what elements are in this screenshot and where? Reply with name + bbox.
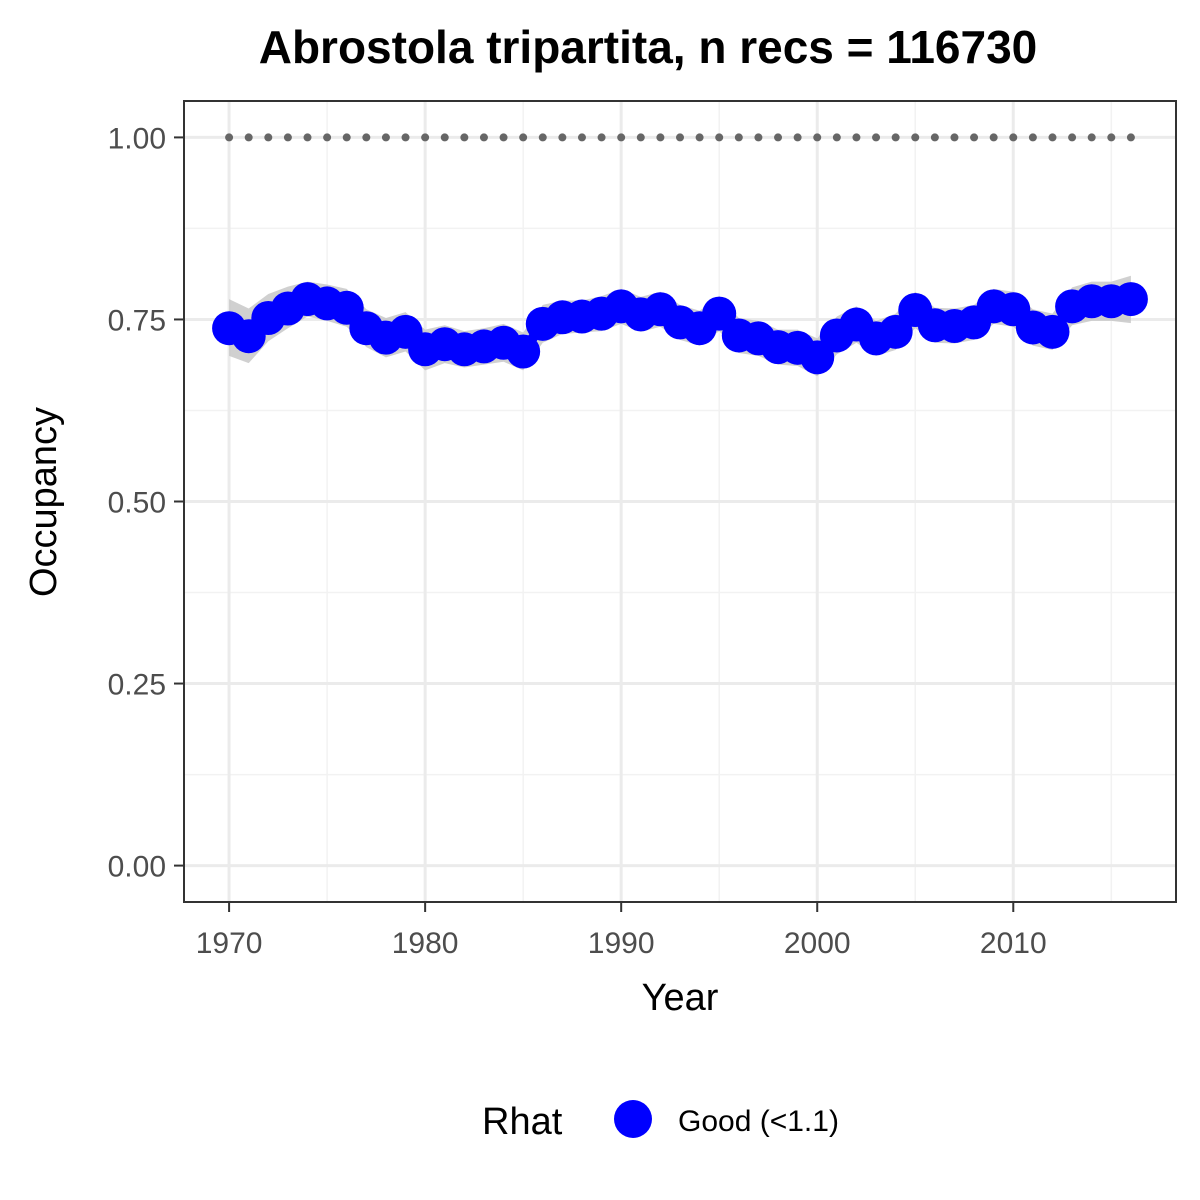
reference-dot bbox=[1009, 133, 1018, 142]
legend-label: Good (<1.1) bbox=[678, 1105, 839, 1138]
reference-dot bbox=[479, 133, 488, 142]
y-tick-label: 0.00 bbox=[108, 851, 166, 884]
y-tick-label: 1.00 bbox=[108, 122, 166, 155]
reference-dot bbox=[577, 133, 586, 142]
reference-dot bbox=[695, 133, 704, 142]
y-axis-title: Occupancy bbox=[23, 407, 65, 597]
reference-dot bbox=[1107, 133, 1116, 142]
data-point bbox=[1113, 282, 1148, 317]
y-tick-label: 0.75 bbox=[108, 304, 166, 337]
x-tick-label: 2010 bbox=[980, 927, 1047, 960]
y-axis: 0.00 0.25 0.50 0.75 1.00 bbox=[108, 122, 184, 884]
reference-dot bbox=[264, 133, 273, 142]
reference-dot bbox=[715, 133, 724, 142]
x-axis: 1970 1980 1990 2000 2010 bbox=[196, 902, 1047, 960]
reference-dot bbox=[460, 133, 469, 142]
reference-dot bbox=[323, 133, 332, 142]
reference-dot bbox=[381, 133, 390, 142]
reference-dot bbox=[832, 133, 841, 142]
reference-dot bbox=[734, 133, 743, 142]
reference-dot bbox=[1068, 133, 1077, 142]
reference-dot bbox=[244, 133, 253, 142]
reference-dot bbox=[950, 133, 959, 142]
reference-dot bbox=[499, 133, 508, 142]
data-point bbox=[1035, 314, 1070, 349]
x-tick-label: 1990 bbox=[588, 927, 655, 960]
legend-title: Rhat bbox=[482, 1101, 563, 1143]
reference-dot bbox=[656, 133, 665, 142]
reference-dot bbox=[617, 133, 626, 142]
reference-dot bbox=[891, 133, 900, 142]
data-point bbox=[702, 296, 737, 331]
reference-dot bbox=[303, 133, 312, 142]
y-tick-label: 0.25 bbox=[108, 669, 166, 702]
reference-line bbox=[225, 133, 1135, 142]
chart-title: Abrostola tripartita, n recs = 116730 bbox=[259, 21, 1038, 73]
reference-dot bbox=[930, 133, 939, 142]
reference-dot bbox=[538, 133, 547, 142]
x-axis-title: Year bbox=[642, 977, 719, 1019]
reference-dot bbox=[970, 133, 979, 142]
reference-dot bbox=[225, 133, 234, 142]
reference-dot bbox=[342, 133, 351, 142]
legend-key-circle bbox=[614, 1100, 652, 1138]
reference-dot bbox=[421, 133, 430, 142]
x-tick-label: 1980 bbox=[392, 927, 459, 960]
reference-dot bbox=[813, 133, 822, 142]
reference-dot bbox=[911, 133, 920, 142]
y-tick-label: 0.50 bbox=[108, 487, 166, 520]
series-layer bbox=[212, 282, 1148, 375]
reference-dot bbox=[283, 133, 292, 142]
x-tick-label: 2000 bbox=[784, 927, 851, 960]
reference-dot bbox=[989, 133, 998, 142]
reference-dot bbox=[558, 133, 567, 142]
reference-dot bbox=[852, 133, 861, 142]
legend: Rhat Good (<1.1) bbox=[482, 1100, 839, 1143]
reference-dot bbox=[401, 133, 410, 142]
reference-dot bbox=[872, 133, 881, 142]
data-point bbox=[800, 340, 835, 375]
x-tick-label: 1970 bbox=[196, 927, 263, 960]
reference-dot bbox=[676, 133, 684, 142]
reference-dot bbox=[362, 133, 371, 142]
reference-dot bbox=[754, 133, 763, 142]
reference-dot bbox=[793, 133, 802, 142]
reference-dot bbox=[1126, 133, 1135, 142]
reference-dot bbox=[519, 133, 528, 142]
data-point bbox=[506, 334, 541, 369]
reference-dot bbox=[440, 133, 449, 142]
reference-dot bbox=[1087, 133, 1096, 142]
reference-dot bbox=[1048, 133, 1057, 142]
reference-dot bbox=[774, 133, 783, 142]
data-point bbox=[878, 314, 913, 349]
reference-dot bbox=[636, 133, 645, 142]
reference-dot bbox=[1028, 133, 1037, 142]
reference-dot bbox=[597, 133, 606, 142]
